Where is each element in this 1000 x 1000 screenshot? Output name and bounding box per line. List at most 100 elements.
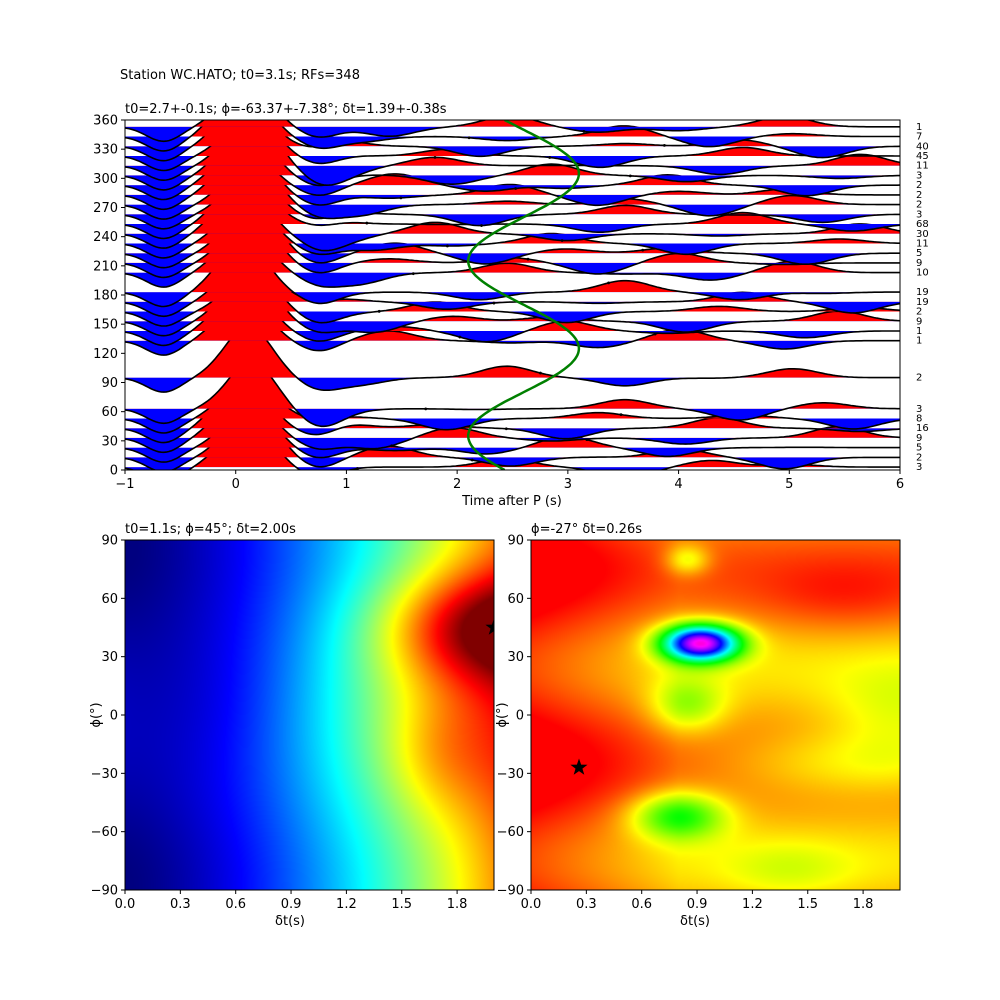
rf-trace-negative-fill [125, 146, 900, 161]
energy-map-right: ϕ=-27° δt=0.26s 0.0 0.3 0.6 0.9 1.2 1.5 1.8 −90… [495, 522, 901, 929]
x-tick-label: 0.6 [631, 897, 652, 912]
y-tick-label: −30 [91, 767, 118, 782]
x-tick-label: 0.3 [170, 897, 191, 912]
rf-trace [125, 120, 900, 187]
rf-pick-marker [424, 407, 428, 411]
y-tick-label: −30 [497, 767, 524, 782]
rf-pick-marker [433, 155, 437, 159]
y-tick-label: 210 [93, 259, 118, 274]
y-tick-label: 30 [507, 650, 524, 665]
y-tick-label: 0 [110, 709, 118, 724]
rf-trace-count: 9 [916, 316, 922, 327]
y-tick-label: −60 [497, 825, 524, 840]
rf-axes-ticks: 3259168321192191910951130683222311454071… [93, 114, 929, 493]
rf-trace-negative-fill [125, 330, 900, 346]
best-fit-star-marker [485, 618, 494, 635]
rf-trace-count: 10 [916, 268, 929, 279]
rf-trace-line [125, 120, 900, 152]
rf-trace-positive-fill [191, 391, 900, 438]
rf-pick-marker [619, 413, 623, 417]
rf-trace-negative-fill [125, 457, 900, 470]
y-tick-label: 330 [93, 143, 118, 158]
right-map-title: ϕ=-27° δt=0.26s [531, 522, 642, 537]
rf-pick-marker [480, 224, 483, 227]
rf-trace-positive-fill [125, 420, 900, 468]
y-tick-label: 30 [101, 434, 118, 449]
y-tick-label: 90 [507, 534, 524, 549]
rf-trace-positive-fill [125, 241, 900, 293]
rf-pick-marker [539, 371, 542, 375]
rf-trace-negative-fill [125, 233, 900, 251]
rf-trace-count: 3 [916, 209, 922, 220]
x-tick-label: 4 [674, 477, 682, 492]
suptitle: Station WC.HATO; t0=3.1s; RFs=348 [120, 68, 360, 83]
rf-pick-marker [560, 239, 564, 242]
rf-trace-positive-fill [125, 298, 900, 341]
x-tick-label: 0.3 [576, 897, 597, 912]
rf-trace-count: 1 [916, 326, 922, 337]
rf-trace-count: 2 [916, 373, 922, 384]
rf-trace-count: 9 [916, 433, 922, 444]
rf-trace-count: 8 [916, 413, 922, 424]
y-tick-label: 120 [93, 347, 118, 362]
x-tick-label: 0.6 [225, 897, 246, 912]
predicted-moveout-curve [466, 120, 581, 470]
rf-trace-line [125, 120, 900, 172]
rf-trace-negative-fill [125, 243, 767, 258]
rf-trace-count: 2 [916, 307, 922, 318]
y-tick-label: 300 [93, 172, 118, 187]
rf-trace-negative-fill [125, 272, 900, 288]
rf-trace-count: 2 [916, 452, 922, 463]
rf-trace-count: 11 [916, 238, 929, 249]
rf-trace-negative-fill [125, 224, 900, 239]
rf-trace-count: 3 [916, 404, 922, 415]
rf-pick-marker [399, 196, 403, 200]
rf-pick-marker [663, 143, 666, 147]
rf-trace-negative-fill [125, 377, 900, 393]
rf-trace-negative-fill [125, 447, 900, 463]
x-tick-label: 1.8 [853, 897, 874, 912]
right-map-x-label: δt(s) [680, 914, 710, 929]
rf-trace-count: 16 [916, 423, 929, 434]
rf-pick-marker [514, 187, 517, 190]
y-tick-label: 60 [507, 592, 524, 607]
y-tick-label: −90 [91, 884, 118, 899]
rf-pick-marker [492, 301, 496, 305]
x-tick-label: 1.2 [742, 897, 763, 912]
rf-trace-count: 7 [916, 132, 922, 143]
y-tick-label: 30 [101, 650, 118, 665]
x-tick-label: 2 [453, 477, 461, 492]
rf-trace-negative-fill [125, 418, 900, 433]
rf-pick-marker [470, 458, 474, 462]
x-tick-label: 1.5 [391, 897, 412, 912]
y-tick-label: 60 [101, 405, 118, 420]
rf-trace-positive-fill [193, 120, 900, 127]
rf-pick-marker [467, 136, 471, 140]
rf-pick-marker [377, 309, 381, 313]
rf-pick-marker [390, 444, 393, 448]
x-tick-label: 0.0 [521, 897, 542, 912]
left-map-x-label: δt(s) [275, 914, 305, 929]
rf-trace-positive-fill [195, 269, 900, 312]
rf-trace-negative-fill [125, 428, 900, 443]
left-heatmap-image [125, 540, 494, 890]
rf-trace-positive-fill [125, 376, 900, 419]
x-tick-label: 0.9 [687, 897, 708, 912]
x-tick-label: 0 [232, 477, 240, 492]
rf-pick-marker [356, 467, 359, 470]
rf-trace-count: 1 [916, 122, 922, 133]
rf-pick-marker [411, 272, 415, 276]
x-tick-label: 1 [342, 477, 350, 492]
left-map-ticks: 0.0 0.3 0.6 0.9 1.2 1.5 1.8 −90 −60 −30 0 30 60 90 [91, 534, 468, 913]
left-map-y-label: ϕ(°) [89, 702, 104, 727]
rf-trace-positive-fill [125, 361, 900, 409]
right-heatmap-image [531, 540, 900, 890]
rf-trace-count: 1 [916, 336, 922, 347]
rf-trace-negative-fill [125, 262, 900, 278]
best-fit-star-marker [570, 758, 588, 775]
rf-pick-marker [607, 281, 610, 285]
rf-trace-positive-fill [125, 377, 900, 429]
rf-trace-count: 2 [916, 200, 922, 211]
energy-map-left: t0=1.1s; ϕ=45°; δt=2.00s 0.0 0.3 0.6 0.9 1.2… [89, 522, 495, 929]
rf-trace-negative-fill [125, 253, 900, 268]
